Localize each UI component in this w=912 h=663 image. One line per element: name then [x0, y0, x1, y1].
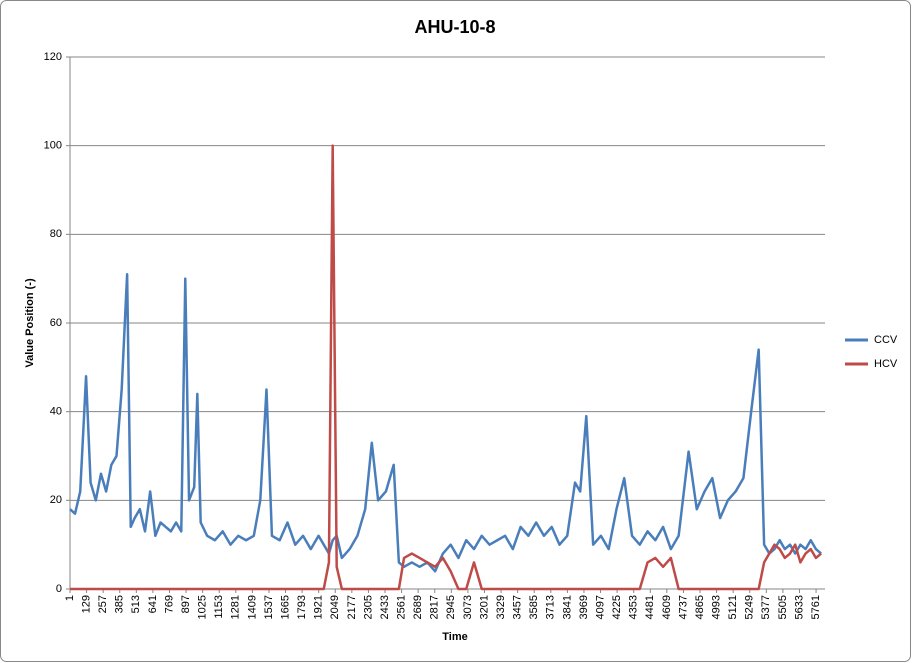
x-tick-label: 4993	[710, 595, 722, 619]
x-tick-label: 5633	[793, 595, 805, 619]
x-tick-label: 897	[180, 595, 192, 613]
x-tick-label: 1793	[296, 595, 308, 619]
series-line	[69, 272, 822, 573]
x-tick-label: 1025	[197, 595, 209, 619]
x-tick-label: 3713	[545, 595, 557, 619]
x-tick-label: 1281	[230, 595, 242, 619]
x-tick-label: 1409	[246, 595, 258, 619]
x-tick-label: 1153	[213, 595, 225, 619]
x-tick-label: 2049	[329, 595, 341, 619]
x-tick-label: 385	[114, 595, 126, 613]
x-tick-label: 1665	[279, 595, 291, 619]
x-tick-label: 5377	[760, 595, 772, 619]
x-tick-label: 257	[97, 595, 109, 613]
x-tick-label: 4609	[661, 595, 673, 619]
x-tick-label: 1	[64, 595, 76, 601]
x-tick-label: 2561	[395, 595, 407, 619]
x-tick-label: 3969	[578, 595, 590, 619]
x-tick-label: 5249	[744, 595, 756, 619]
x-tick-label: 2817	[429, 595, 441, 619]
legend-label: HCV	[874, 358, 898, 370]
x-tick-label: 4353	[628, 595, 640, 619]
x-tick-label: 2305	[362, 595, 374, 619]
x-tick-label: 5505	[777, 595, 789, 619]
x-tick-label: 1537	[263, 595, 275, 619]
chart-title: AHU-10-8	[414, 17, 495, 37]
x-tick-label: 769	[163, 595, 175, 613]
x-tick-label: 4481	[644, 595, 656, 619]
y-tick-label: 120	[44, 51, 62, 63]
x-tick-label: 3329	[495, 595, 507, 619]
y-axis-title: Value Position (-)	[24, 278, 36, 368]
legend-label: CCV	[874, 334, 898, 346]
y-tick-label: 20	[50, 494, 62, 506]
x-tick-label: 1921	[313, 595, 325, 619]
x-tick-label: 4865	[694, 595, 706, 619]
y-tick-label: 60	[50, 317, 62, 329]
x-tick-label: 3201	[478, 595, 490, 619]
x-tick-label: 4737	[677, 595, 689, 619]
x-tick-label: 3841	[561, 595, 573, 619]
y-tick-label: 40	[50, 406, 62, 418]
x-tick-label: 2433	[379, 595, 391, 619]
x-tick-label: 2689	[412, 595, 424, 619]
y-tick-label: 0	[56, 583, 62, 595]
x-tick-label: 4225	[611, 595, 623, 619]
x-tick-label: 4097	[594, 595, 606, 619]
x-tick-label: 3073	[462, 595, 474, 619]
x-tick-label: 5761	[810, 595, 822, 619]
x-tick-label: 513	[130, 595, 142, 613]
x-tick-label: 3585	[528, 595, 540, 619]
y-tick-label: 80	[50, 228, 62, 240]
x-tick-label: 2945	[445, 595, 457, 619]
x-tick-label: 3457	[512, 595, 524, 619]
series-line	[70, 144, 822, 591]
x-tick-label: 2177	[346, 595, 358, 619]
y-tick-label: 100	[44, 140, 62, 152]
x-tick-label: 5121	[727, 595, 739, 619]
x-axis-title: Time	[442, 631, 467, 643]
x-tick-label: 129	[80, 595, 92, 613]
x-tick-label: 641	[147, 595, 159, 613]
